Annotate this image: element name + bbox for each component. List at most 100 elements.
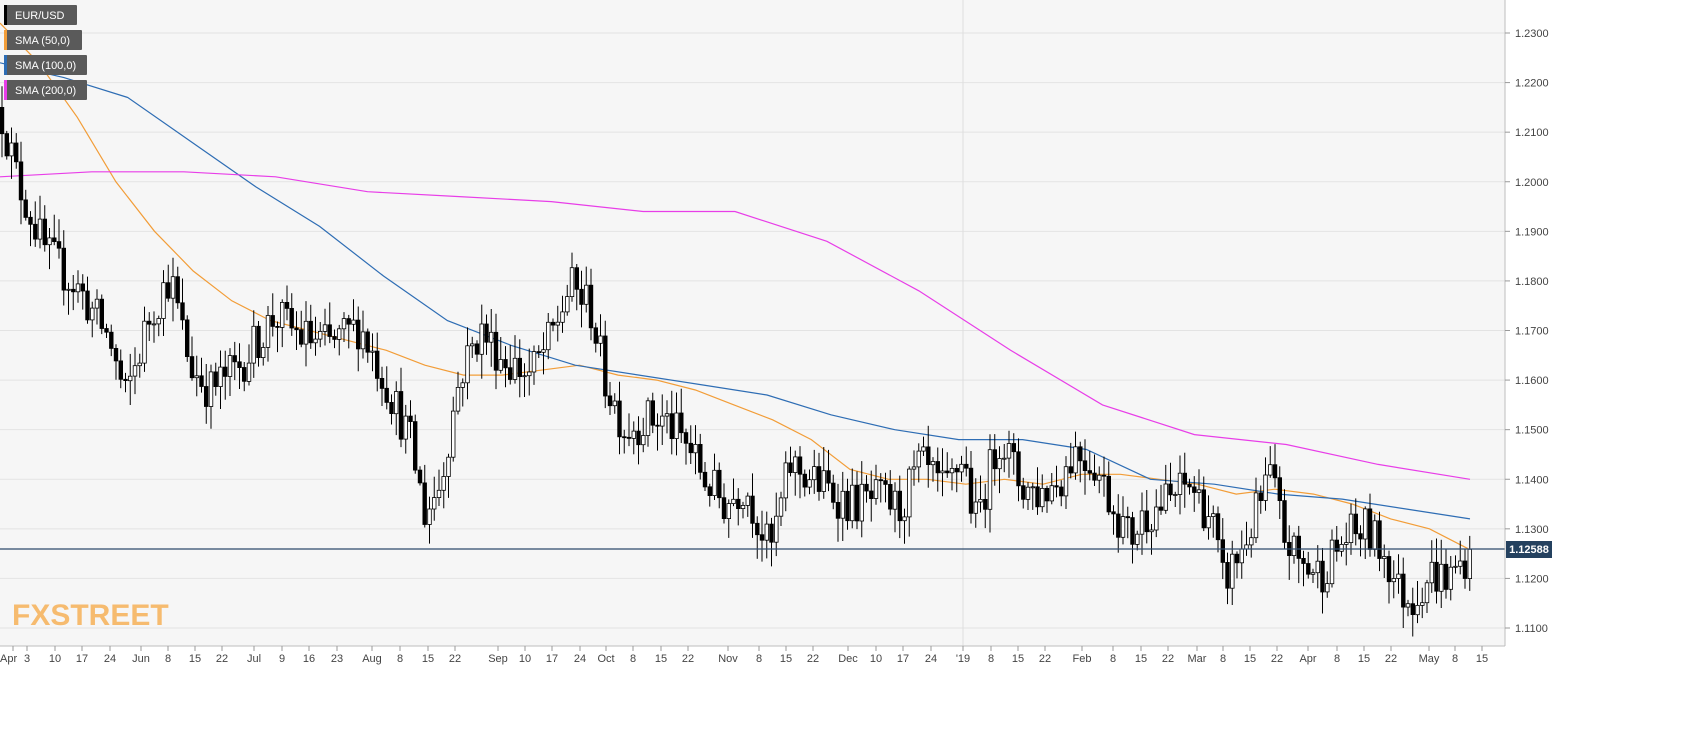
candle bbox=[712, 453, 717, 500]
candle bbox=[645, 397, 651, 447]
candle bbox=[693, 425, 698, 475]
x-tick-label: 10 bbox=[519, 653, 531, 665]
candle bbox=[284, 285, 290, 321]
candle bbox=[184, 315, 190, 362]
candle bbox=[807, 469, 812, 495]
series-line-sma-200-0 bbox=[0, 171, 1471, 480]
candle bbox=[641, 417, 646, 453]
x-tick-label: 22 bbox=[682, 653, 694, 665]
candle bbox=[18, 141, 24, 225]
candle bbox=[431, 476, 437, 521]
candle bbox=[1177, 455, 1183, 515]
candle bbox=[859, 461, 864, 538]
candle bbox=[840, 471, 845, 541]
candle bbox=[1130, 511, 1135, 564]
candle bbox=[555, 305, 560, 342]
candle bbox=[1021, 477, 1026, 509]
x-tick-label: 9 bbox=[279, 653, 285, 665]
candle bbox=[256, 321, 261, 367]
y-tick-label: 1.1200 bbox=[1515, 573, 1549, 585]
candle bbox=[408, 400, 413, 439]
candle bbox=[1163, 464, 1168, 514]
candle bbox=[450, 396, 456, 462]
candle bbox=[47, 228, 52, 270]
candle bbox=[208, 364, 214, 429]
x-tick-label: Aug bbox=[362, 653, 382, 665]
candle bbox=[759, 510, 765, 562]
candle bbox=[1035, 467, 1040, 515]
y-tick-label: 1.2100 bbox=[1515, 127, 1549, 139]
x-tick-label: Jun bbox=[132, 653, 150, 665]
candle bbox=[1182, 452, 1187, 508]
candle bbox=[721, 483, 727, 524]
candle bbox=[507, 344, 513, 385]
candle bbox=[883, 472, 888, 503]
candle bbox=[1306, 551, 1311, 579]
candle bbox=[66, 282, 71, 315]
legend-label: SMA (200,0) bbox=[15, 85, 76, 97]
candle bbox=[265, 306, 271, 362]
candle bbox=[660, 394, 665, 445]
candle bbox=[71, 275, 76, 311]
candle bbox=[503, 346, 508, 388]
y-tick-label: 1.2000 bbox=[1515, 177, 1549, 189]
x-tick-label: 15 bbox=[780, 653, 792, 665]
legend-label: SMA (50,0) bbox=[15, 35, 70, 47]
series-line-sma-100-0 bbox=[0, 62, 1471, 520]
candle bbox=[151, 311, 157, 343]
y-tick-label: 1.1500 bbox=[1515, 425, 1549, 437]
candle bbox=[788, 446, 793, 477]
candle bbox=[778, 491, 784, 526]
x-tick-label: Oct bbox=[597, 653, 614, 665]
candle bbox=[698, 433, 703, 480]
candle bbox=[1462, 548, 1468, 589]
x-tick-label: 8 bbox=[165, 653, 171, 665]
candle bbox=[1272, 444, 1278, 488]
legend-item: SMA (100,0) bbox=[4, 55, 87, 75]
x-tick-label: 24 bbox=[574, 653, 586, 665]
x-tick-label: 22 bbox=[1162, 653, 1174, 665]
x-tick-label: 15 bbox=[189, 653, 201, 665]
x-tick-label: '19 bbox=[956, 653, 970, 665]
candle bbox=[1101, 456, 1107, 497]
candle bbox=[674, 392, 679, 456]
candle bbox=[802, 469, 807, 497]
candle bbox=[1144, 490, 1149, 544]
candle bbox=[213, 362, 218, 396]
candle bbox=[921, 436, 926, 456]
x-tick-label: 23 bbox=[331, 653, 343, 665]
candle bbox=[465, 327, 470, 400]
candle bbox=[33, 201, 38, 247]
candle bbox=[617, 381, 622, 455]
candle bbox=[987, 434, 993, 533]
candle bbox=[945, 452, 950, 478]
candle bbox=[888, 470, 893, 516]
candle bbox=[536, 345, 541, 358]
candle bbox=[1363, 506, 1368, 559]
candle bbox=[85, 276, 90, 324]
candle bbox=[797, 446, 803, 499]
candle bbox=[1353, 498, 1358, 546]
candle bbox=[0, 86, 5, 158]
candle bbox=[1120, 496, 1126, 545]
candle bbox=[298, 310, 304, 348]
candle bbox=[146, 312, 152, 341]
candle bbox=[94, 289, 100, 325]
x-tick-label: 8 bbox=[1452, 653, 1458, 665]
candle bbox=[1334, 526, 1339, 562]
x-tick-label: 8 bbox=[1220, 653, 1226, 665]
x-tick-label: 24 bbox=[104, 653, 116, 665]
candle bbox=[118, 349, 123, 389]
candle bbox=[1453, 555, 1458, 574]
candle bbox=[1082, 439, 1088, 495]
candle bbox=[1325, 571, 1330, 598]
x-tick-label: 22 bbox=[216, 653, 228, 665]
x-tick-label: Feb bbox=[1073, 653, 1092, 665]
candle bbox=[379, 366, 385, 406]
candle bbox=[389, 394, 394, 425]
candle bbox=[745, 492, 750, 517]
candle bbox=[1135, 530, 1140, 551]
candle bbox=[194, 355, 199, 397]
candle bbox=[1348, 503, 1354, 555]
